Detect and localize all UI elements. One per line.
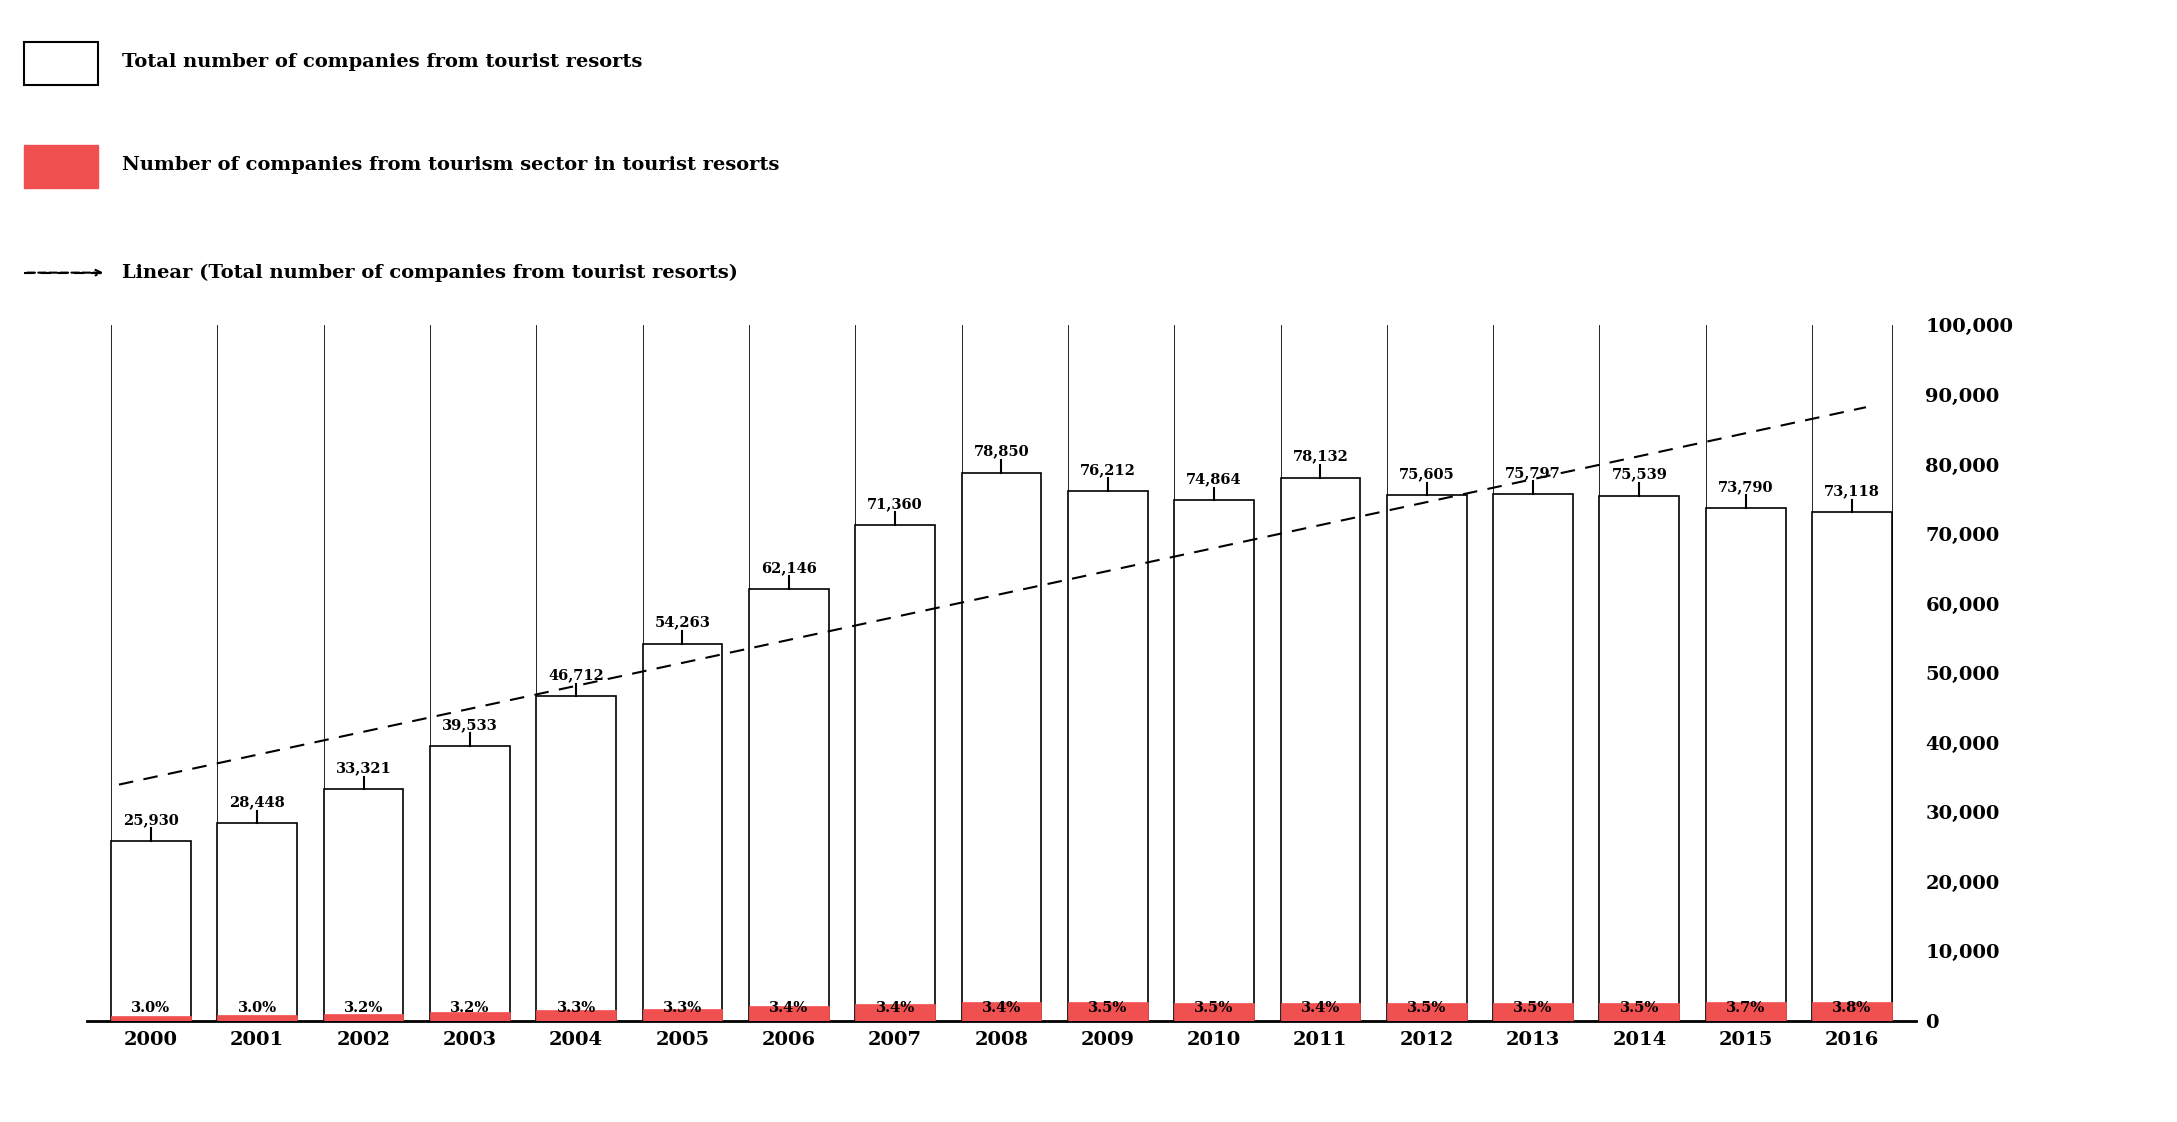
Bar xyxy=(536,1010,616,1021)
Bar xyxy=(962,1002,1041,1021)
Text: Total number of companies from tourist resorts: Total number of companies from tourist r… xyxy=(122,53,642,71)
Text: 3.0%: 3.0% xyxy=(131,1001,170,1014)
Bar xyxy=(642,644,723,1021)
Bar xyxy=(324,1013,403,1021)
Bar xyxy=(1173,1003,1254,1021)
Text: 62,146: 62,146 xyxy=(760,561,816,574)
Bar xyxy=(429,746,509,1021)
Text: 73,790: 73,790 xyxy=(1718,480,1774,494)
Text: 46,712: 46,712 xyxy=(549,669,603,682)
Text: 3.0%: 3.0% xyxy=(237,1001,276,1014)
Text: 3.2%: 3.2% xyxy=(344,1001,383,1014)
Bar xyxy=(1173,500,1254,1021)
Bar xyxy=(1280,1003,1361,1021)
Text: 25,930: 25,930 xyxy=(122,812,179,827)
Text: 3.4%: 3.4% xyxy=(1300,1001,1341,1014)
Bar xyxy=(1600,1003,1678,1021)
Text: 3.5%: 3.5% xyxy=(1406,1001,1446,1014)
Bar xyxy=(1707,508,1785,1021)
Bar xyxy=(1707,1002,1785,1021)
Bar xyxy=(749,589,829,1021)
Bar xyxy=(1387,495,1467,1021)
Text: 3.4%: 3.4% xyxy=(982,1001,1021,1014)
Text: 3.5%: 3.5% xyxy=(1088,1001,1128,1014)
Bar xyxy=(856,525,934,1021)
Bar xyxy=(642,1009,723,1021)
Bar xyxy=(111,1015,192,1021)
Text: 33,321: 33,321 xyxy=(335,762,392,775)
Text: 3.3%: 3.3% xyxy=(557,1001,596,1014)
Bar xyxy=(1280,478,1361,1021)
Text: Linear (Total number of companies from tourist resorts): Linear (Total number of companies from t… xyxy=(122,264,738,282)
Bar xyxy=(1069,490,1147,1021)
Bar xyxy=(749,1006,829,1021)
Text: 73,118: 73,118 xyxy=(1824,485,1881,498)
Bar xyxy=(856,1004,934,1021)
Text: 75,605: 75,605 xyxy=(1400,467,1454,481)
Text: 3.5%: 3.5% xyxy=(1513,1001,1552,1014)
Text: 3.8%: 3.8% xyxy=(1833,1001,1872,1014)
Text: 39,533: 39,533 xyxy=(442,718,499,732)
Bar xyxy=(1493,494,1572,1021)
Bar xyxy=(1493,1003,1572,1021)
Text: 3.3%: 3.3% xyxy=(662,1001,703,1014)
Text: 75,539: 75,539 xyxy=(1611,468,1668,481)
FancyBboxPatch shape xyxy=(24,146,98,187)
Bar xyxy=(1069,1002,1147,1021)
Bar xyxy=(1811,1002,1892,1021)
Bar xyxy=(218,824,296,1021)
Text: 54,263: 54,263 xyxy=(655,616,710,629)
Bar xyxy=(1811,513,1892,1021)
Text: 78,850: 78,850 xyxy=(973,444,1030,459)
Text: Number of companies from tourism sector in tourist resorts: Number of companies from tourism sector … xyxy=(122,156,779,174)
Bar xyxy=(324,789,403,1021)
FancyBboxPatch shape xyxy=(24,43,98,85)
Text: 3.4%: 3.4% xyxy=(875,1001,914,1014)
Text: 3.5%: 3.5% xyxy=(1195,1001,1234,1014)
Text: 3.5%: 3.5% xyxy=(1620,1001,1659,1014)
Text: 3.7%: 3.7% xyxy=(1726,1001,1766,1014)
Text: 74,864: 74,864 xyxy=(1186,472,1241,486)
Bar xyxy=(536,696,616,1021)
Text: 76,212: 76,212 xyxy=(1080,463,1136,477)
Bar xyxy=(218,1015,296,1021)
Text: 3.4%: 3.4% xyxy=(768,1001,808,1014)
Bar xyxy=(1387,1003,1467,1021)
Text: 78,132: 78,132 xyxy=(1293,450,1348,463)
Bar xyxy=(962,472,1041,1021)
Text: 71,360: 71,360 xyxy=(866,497,923,511)
Text: 28,448: 28,448 xyxy=(229,795,285,809)
Bar xyxy=(429,1012,509,1021)
Bar xyxy=(1600,496,1678,1021)
Text: 3.2%: 3.2% xyxy=(451,1001,490,1014)
Text: 75,797: 75,797 xyxy=(1504,466,1561,480)
Bar xyxy=(111,840,192,1021)
